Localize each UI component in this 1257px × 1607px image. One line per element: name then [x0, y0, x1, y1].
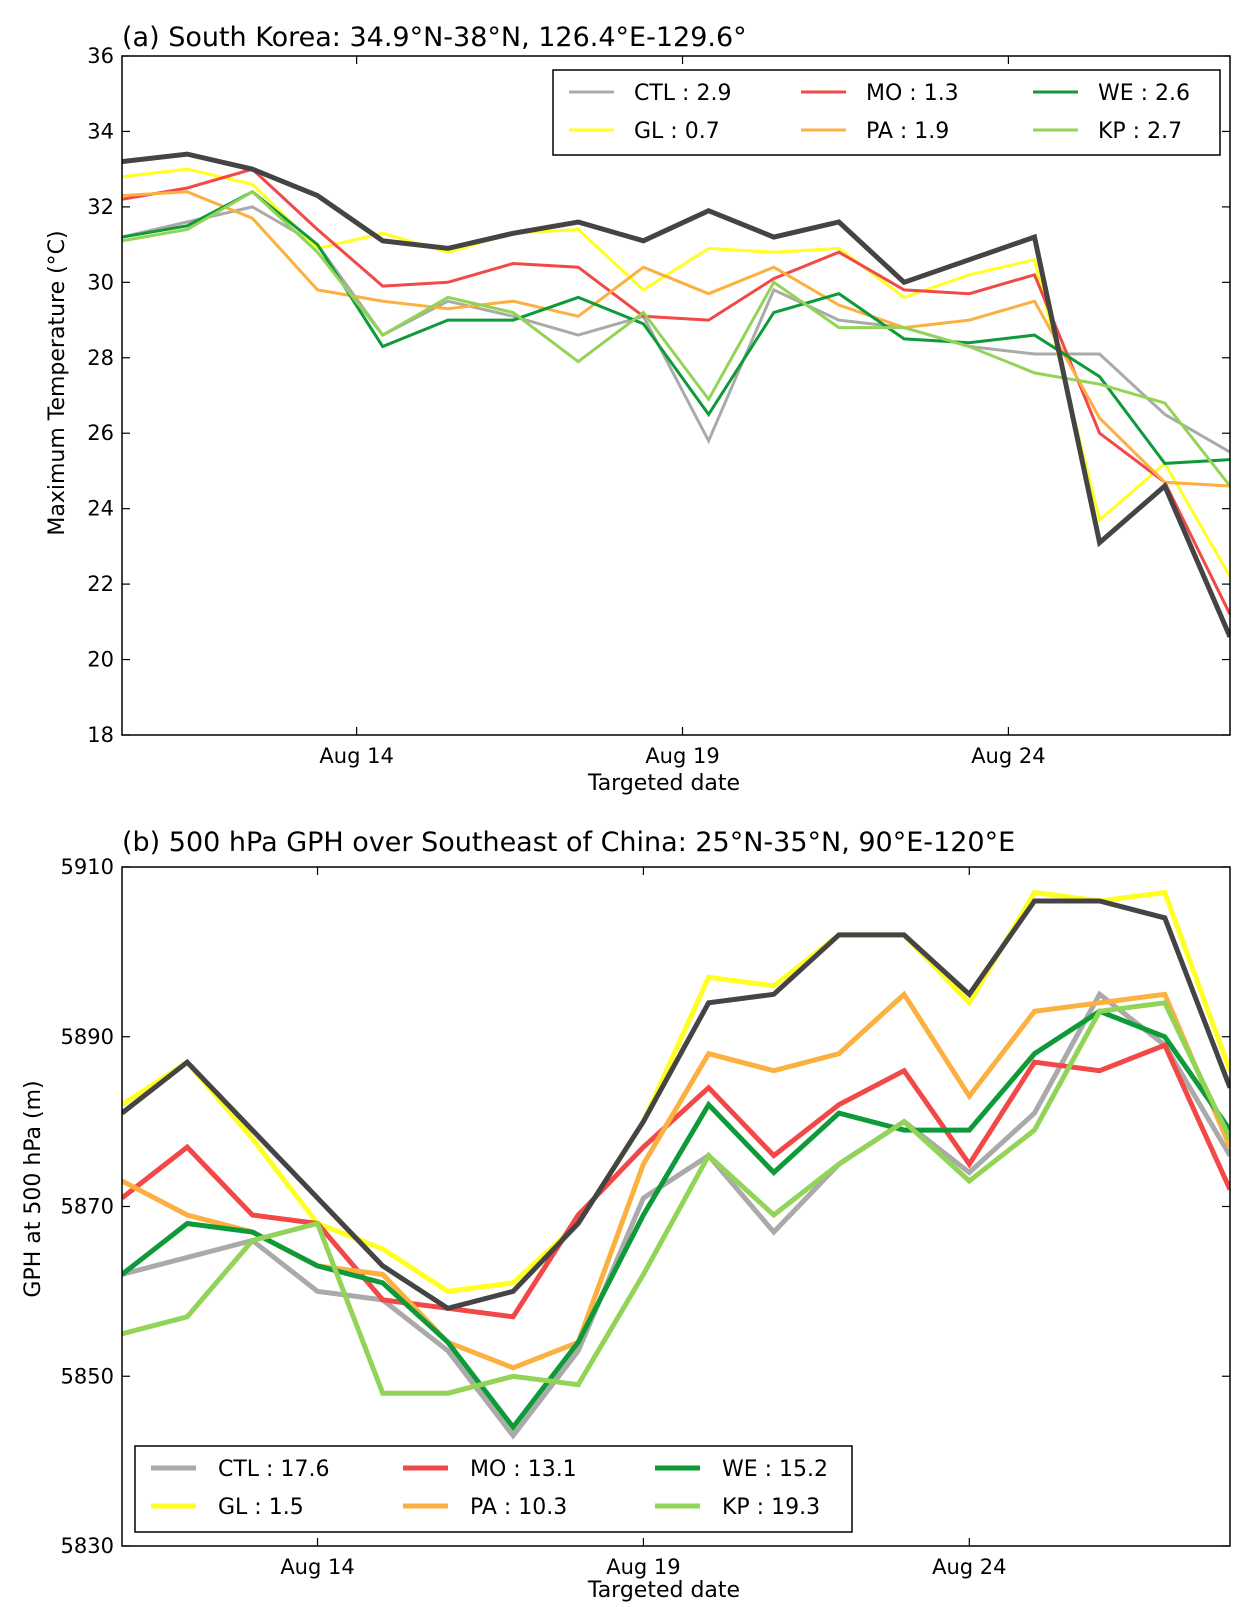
x-tick-label: Aug 19 [606, 1555, 680, 1579]
legend-label-gl: GL : 1.5 [218, 1495, 304, 1520]
series-lines-b [122, 889, 1230, 1440]
y-tick-label: 5870 [61, 1195, 114, 1219]
legend-b: CTL : 17.6 MO : 13.1 WE : 15.2 GL : 1.5 PA :… [134, 1445, 853, 1533]
chart-panel-a: (a) South Korea: 34.9°N-38°N, 126.4°E-12… [45, 22, 1231, 796]
series-line-pa [122, 190, 1230, 488]
y-tick-label: 22 [87, 572, 114, 596]
y-tick-label: 5850 [61, 1364, 114, 1388]
series-line-ctl [122, 205, 1230, 454]
y-tick-label: 26 [87, 421, 114, 445]
legend-label-ctl: CTL : 2.9 [634, 81, 731, 106]
series-line-mo [122, 1042, 1230, 1320]
legend-a: CTL : 2.9 MO : 1.3 WE : 2.6 GL : 0.7 PA : 1.… [552, 69, 1221, 156]
chart-title-a: (a) South Korea: 34.9°N-38°N, 126.4°E-12… [122, 22, 747, 53]
axis-ticks-b: 5830 5850 5870 5890 5910 Aug 14 Aug 19 Aug 24 [61, 855, 1230, 1579]
series-line-kp [122, 189, 1230, 487]
y-tick-label: 5830 [61, 1534, 114, 1558]
x-axis-label-b: Targeted date [587, 1578, 740, 1603]
x-tick-label: Aug 14 [280, 1555, 354, 1579]
legend-label-kp: KP : 2.7 [1098, 119, 1182, 144]
series-line-ctl [122, 990, 1230, 1440]
series-line-we [122, 1008, 1230, 1432]
legend-label-kp: KP : 19.3 [722, 1495, 820, 1520]
legend-label-pa: PA : 1.9 [866, 119, 949, 144]
y-axis-label-a: Maximum Temperature (°C) [45, 230, 70, 535]
chart-title-b: (b) 500 hPa GPH over Southeast of China:… [122, 827, 1015, 858]
y-tick-label: 24 [87, 497, 114, 521]
axis-ticks-a: 18 20 22 24 26 28 30 32 34 36 Aug 14 Aug 19 Aug 24 [87, 44, 1230, 768]
legend-label-mo: MO : 13.1 [470, 1457, 577, 1482]
x-tick-label: Aug 19 [645, 744, 719, 768]
y-tick-label: 30 [87, 270, 114, 294]
y-tick-label: 18 [87, 723, 114, 747]
series-lines-a [122, 151, 1230, 638]
legend-label-gl: GL : 0.7 [634, 119, 720, 144]
x-tick-label: Aug 14 [319, 744, 393, 768]
legend-label-ctl: CTL : 17.6 [218, 1457, 329, 1482]
legend-label-mo: MO : 1.3 [866, 81, 959, 106]
legend-box [134, 1445, 853, 1533]
legend-label-we: WE : 2.6 [1098, 81, 1190, 106]
series-line-obs [122, 151, 1230, 638]
series-line-obs [122, 898, 1230, 1311]
plot-frame-a [121, 55, 1231, 736]
y-tick-label: 20 [87, 648, 114, 672]
series-line-we [122, 190, 1230, 465]
y-tick-label: 28 [87, 346, 114, 370]
chart-panel-b: (b) 500 hPa GPH over Southeast of China:… [21, 827, 1231, 1603]
series-line-gl [122, 889, 1230, 1294]
y-tick-label: 5910 [61, 855, 114, 879]
legend-box [552, 69, 1221, 156]
y-tick-label: 32 [87, 195, 114, 219]
y-tick-label: 36 [87, 44, 114, 68]
series-line-kp [122, 1000, 1230, 1396]
x-axis-label-a: Targeted date [587, 771, 740, 796]
x-tick-label: Aug 24 [932, 1555, 1006, 1579]
y-tick-label: 5890 [61, 1025, 114, 1049]
series-line-mo [122, 167, 1230, 615]
legend-label-we: WE : 15.2 [722, 1457, 828, 1482]
x-tick-label: Aug 24 [971, 744, 1045, 768]
y-tick-label: 34 [87, 119, 114, 143]
legend-label-pa: PA : 10.3 [470, 1495, 567, 1520]
plot-frame-b [121, 866, 1231, 1547]
y-axis-label-b: GPH at 500 hPa (m) [21, 1080, 46, 1297]
